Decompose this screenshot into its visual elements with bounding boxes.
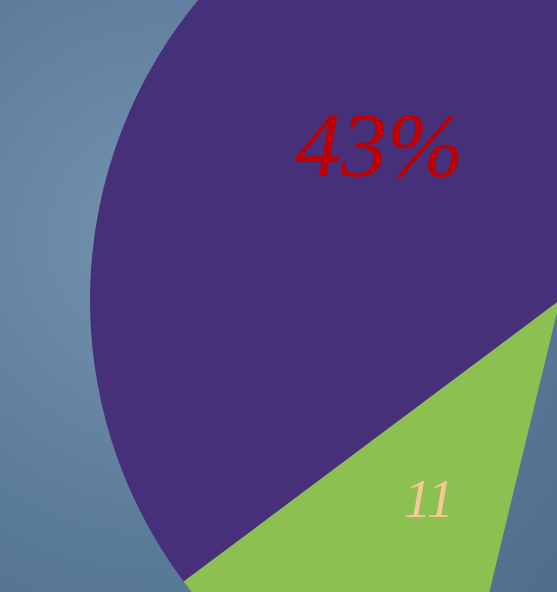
svg-text:43%: 43%	[295, 94, 464, 196]
svg-text:11: 11	[404, 469, 454, 529]
